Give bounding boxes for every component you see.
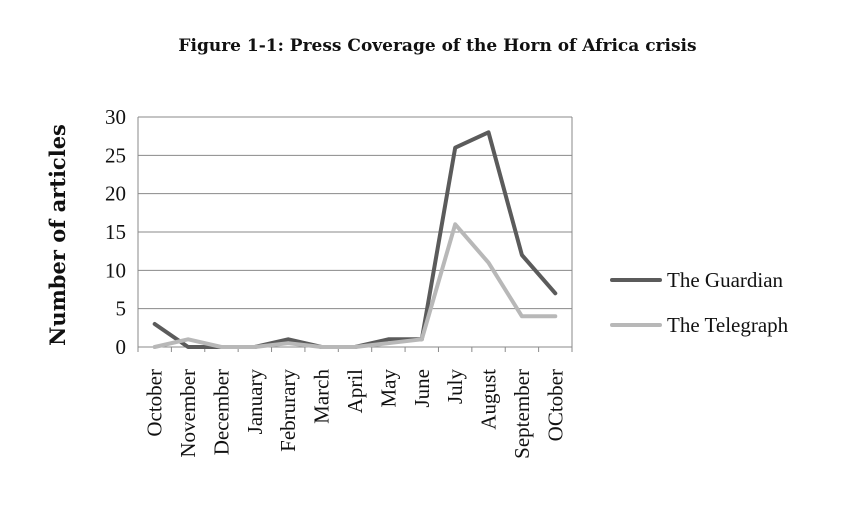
y-axis-label: Number of articles xyxy=(45,124,70,346)
x-tick-label: April xyxy=(343,369,367,413)
x-tick-label: June xyxy=(410,369,434,408)
y-tick-label: 5 xyxy=(116,297,127,321)
x-tick-label: March xyxy=(310,369,334,424)
gridlines xyxy=(138,116,572,348)
x-tick-label: September xyxy=(510,369,534,459)
chart-title: Figure 1-1: Press Coverage of the Horn o… xyxy=(178,36,697,56)
y-tick-labels: 0 5 10 15 20 25 30 xyxy=(105,105,126,359)
axes xyxy=(137,117,573,352)
x-tick-label: October xyxy=(143,369,167,437)
legend: The Guardian The Telegraph xyxy=(610,268,789,337)
x-tick-label: August xyxy=(477,369,501,430)
series-lines xyxy=(152,130,558,349)
y-tick-label: 30 xyxy=(105,105,126,129)
y-tick-label: 0 xyxy=(116,335,127,359)
x-tick-label: May xyxy=(376,369,400,408)
y-tick-label: 15 xyxy=(105,220,126,244)
series-line-the-telegraph xyxy=(152,222,558,349)
x-tick-label: OCtober xyxy=(543,369,567,441)
x-tick-label: Februrary xyxy=(276,369,300,452)
y-tick-label: 20 xyxy=(105,182,126,206)
legend-label: The Guardian xyxy=(667,268,784,292)
y-tick-label: 10 xyxy=(105,258,126,282)
x-tick-label: November xyxy=(176,369,200,458)
x-tick-label: January xyxy=(243,369,267,435)
x-tick-label: December xyxy=(209,369,233,455)
y-tick-label: 25 xyxy=(105,143,126,167)
legend-label: The Telegraph xyxy=(667,313,789,337)
series-line-the-guardian xyxy=(152,130,558,349)
x-tick-label: July xyxy=(443,369,467,405)
x-tick-labels: October November December January Februrary M… xyxy=(143,369,568,459)
